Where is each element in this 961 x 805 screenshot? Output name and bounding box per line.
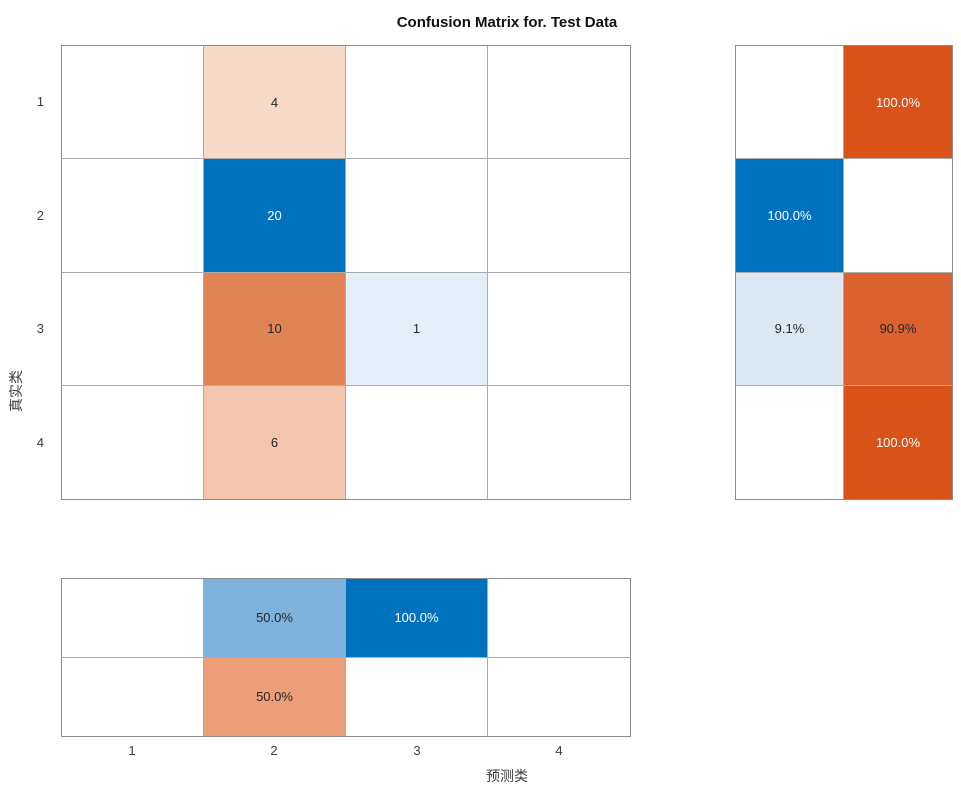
y-axis-label: 真实类 [8, 370, 24, 412]
row-summary-cell: 9.1% [736, 272, 844, 386]
x-tick-label: 2 [270, 743, 278, 758]
matrix-cell: 10 [204, 272, 346, 386]
column-summary-cell [346, 657, 488, 736]
chart-title: Confusion Matrix for. Test Data [396, 14, 618, 31]
column-summary-cell [62, 657, 204, 736]
matrix-cell [346, 385, 488, 499]
matrix-cell [346, 46, 488, 160]
row-summary-cell: 100.0% [736, 159, 844, 273]
column-summary-grid: 50.0% 100.0% 50.0% [61, 578, 631, 737]
matrix-cell: 20 [204, 159, 346, 273]
row-summary-cell [736, 385, 844, 499]
matrix-cell [488, 159, 630, 273]
column-summary-cell [488, 657, 630, 736]
matrix-cell [346, 159, 488, 273]
matrix-cell: 4 [204, 46, 346, 160]
column-summary-cell [62, 579, 204, 658]
x-tick-label: 4 [555, 743, 563, 758]
column-summary-cell [488, 579, 630, 658]
matrix-cell [62, 46, 204, 160]
row-summary-cell [736, 46, 844, 160]
matrix-cell [488, 46, 630, 160]
matrix-cell [62, 272, 204, 386]
x-axis-label: 预测类 [486, 768, 528, 784]
y-tick-label: 1 [36, 94, 44, 109]
column-summary-cell: 50.0% [204, 579, 346, 658]
y-tick-label: 4 [36, 435, 44, 450]
row-summary-cell [844, 159, 952, 273]
x-tick-label: 3 [413, 743, 421, 758]
y-tick-label: 3 [36, 321, 44, 336]
matrix-cell [488, 385, 630, 499]
matrix-cell [62, 385, 204, 499]
row-summary-grid: 100.0% 100.0% 9.1% 90.9% 100.0% [735, 45, 953, 500]
row-summary-cell: 90.9% [844, 272, 952, 386]
x-tick-label: 1 [128, 743, 136, 758]
row-summary-cell: 100.0% [844, 46, 952, 160]
y-tick-label: 2 [36, 208, 44, 223]
matrix-cell [488, 272, 630, 386]
row-summary-cell: 100.0% [844, 385, 952, 499]
column-summary-cell: 100.0% [346, 579, 488, 658]
matrix-cell [62, 159, 204, 273]
confusion-matrix-main-grid: 4 20 10 1 6 [61, 45, 631, 500]
column-summary-cell: 50.0% [204, 657, 346, 736]
matrix-cell: 1 [346, 272, 488, 386]
matrix-cell: 6 [204, 385, 346, 499]
